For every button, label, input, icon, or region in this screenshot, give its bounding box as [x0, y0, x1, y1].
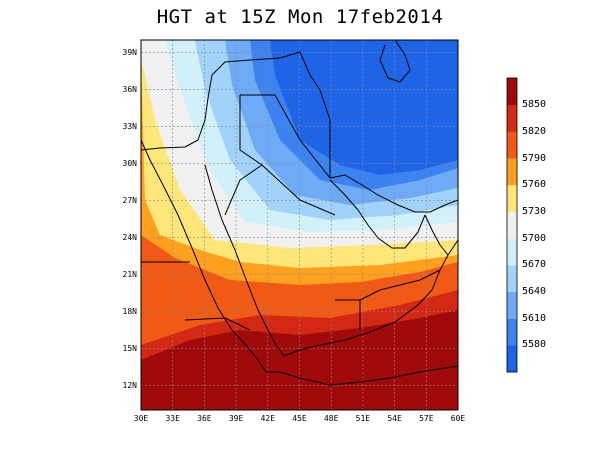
lon-tick: 42E	[261, 414, 276, 423]
colorbar-label: 5670	[522, 259, 546, 270]
colorbar-label: 5610	[522, 313, 546, 324]
coastlines-and-borders	[141, 40, 458, 386]
lon-tick: 54E	[387, 414, 402, 423]
lat-tick: 39N	[123, 48, 138, 57]
graticule	[141, 40, 458, 410]
colorbar-frame	[506, 77, 518, 373]
latitude-axis: 39N 36N 33N 30N 27N 24N 21N 18N 15N 12N	[123, 48, 138, 390]
colorbar-label: 5730	[522, 206, 546, 217]
contour-fill	[141, 40, 458, 410]
colorbar-swatch	[507, 345, 517, 373]
lat-tick: 15N	[123, 344, 138, 353]
lon-tick: 60E	[451, 414, 466, 423]
colorbar-label: 5790	[522, 153, 546, 164]
plot-frame	[140, 39, 459, 411]
lon-tick: 33E	[165, 414, 180, 423]
lon-tick: 48E	[324, 414, 339, 423]
lat-tick: 36N	[123, 85, 138, 94]
colorbar-swatch	[507, 238, 517, 266]
lat-tick: 27N	[123, 196, 138, 205]
colorbar-swatches	[507, 78, 517, 373]
colorbar-label: 5850	[522, 99, 546, 110]
colorbar-swatch	[507, 184, 517, 212]
colorbar-swatch	[507, 265, 517, 293]
lat-tick: 12N	[123, 381, 138, 390]
lat-tick: 18N	[123, 307, 138, 316]
colorbar-label: 5820	[522, 126, 546, 137]
colorbar-swatch	[507, 291, 517, 319]
colorbar-label: 5580	[522, 339, 546, 350]
colorbar-swatch	[507, 211, 517, 239]
colorbar-swatch	[507, 104, 517, 132]
map-title: HGT at 15Z Mon 17feb2014	[156, 6, 444, 28]
lat-tick: 21N	[123, 270, 138, 279]
colorbar-label: 5700	[522, 233, 546, 244]
lon-tick: 51E	[356, 414, 371, 423]
colorbar-label: 5640	[522, 286, 546, 297]
colorbar-labels: 5580 5610 5640 5670 5700 5730 5760 5790 …	[522, 99, 546, 350]
lon-tick: 39E	[229, 414, 244, 423]
lon-tick: 57E	[419, 414, 434, 423]
lat-tick: 30N	[123, 159, 138, 168]
colorbar-swatch	[507, 318, 517, 346]
colorbar: 5580 5610 5640 5670 5700 5730 5760 5790 …	[506, 77, 546, 373]
longitude-axis: 30E 33E 36E 39E 42E 45E 48E 51E 54E 57E …	[134, 414, 466, 423]
colorbar-swatch	[507, 158, 517, 186]
lat-tick: 24N	[123, 233, 138, 242]
lon-tick: 36E	[197, 414, 212, 423]
lon-tick: 45E	[292, 414, 307, 423]
lat-tick: 33N	[123, 122, 138, 131]
lon-tick: 30E	[134, 414, 149, 423]
colorbar-swatch	[507, 131, 517, 159]
colorbar-label: 5760	[522, 179, 546, 190]
colorbar-swatch	[507, 78, 517, 106]
